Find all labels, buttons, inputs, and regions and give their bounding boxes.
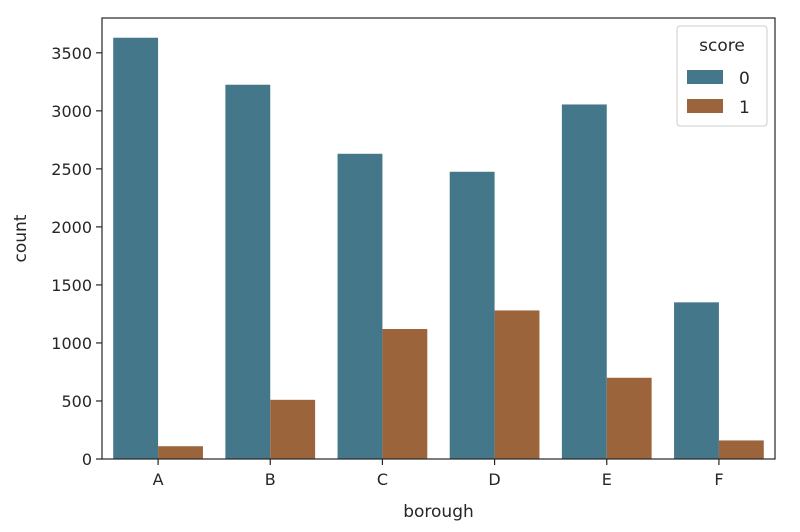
y-tick-label: 1000 [51,334,92,353]
legend-title: score [699,36,745,56]
x-tick-label: C [377,470,388,489]
legend-swatch-1 [687,99,723,113]
x-axis: A B C D E F [153,459,724,489]
x-axis-label: borough [403,502,474,522]
bar-E-score-0 [561,104,607,459]
bar-A-score-1 [158,446,203,459]
x-tick-label: D [488,470,500,489]
bar-D-score-1 [494,310,540,459]
bar-C-score-1 [382,329,428,459]
y-tick-label: 3500 [51,44,92,63]
bar-A-score-0 [113,37,159,460]
x-tick-label: F [714,470,723,489]
x-tick-label: B [265,470,276,489]
y-tick-label: 2000 [51,218,92,237]
bars-layer [113,37,764,460]
legend-swatch-0 [687,70,723,84]
y-tick-label: 0 [82,450,92,469]
legend-items: 01 [687,69,750,118]
bar-E-score-1 [606,377,652,459]
legend-label-0: 0 [739,69,750,89]
bar-C-score-0 [337,153,383,459]
y-axis-label: count [11,214,31,262]
bar-B-score-0 [225,84,271,460]
x-tick-label: E [602,470,612,489]
y-tick-label: 3000 [51,102,92,121]
bar-B-score-1 [270,399,316,459]
y-tick-label: 2500 [51,160,92,179]
bar-D-score-0 [449,171,495,460]
y-axis: 0 500 1000 1500 2000 2500 3000 3500 [51,44,102,469]
plot-frame [101,17,776,460]
y-tick-label: 500 [61,392,92,411]
bar-F-score-0 [674,302,719,459]
legend: score 01 [676,25,768,127]
legend-label-1: 1 [739,98,750,118]
y-tick-label: 1500 [51,276,92,295]
x-tick-label: A [153,470,164,489]
bar-F-score-1 [718,440,764,459]
